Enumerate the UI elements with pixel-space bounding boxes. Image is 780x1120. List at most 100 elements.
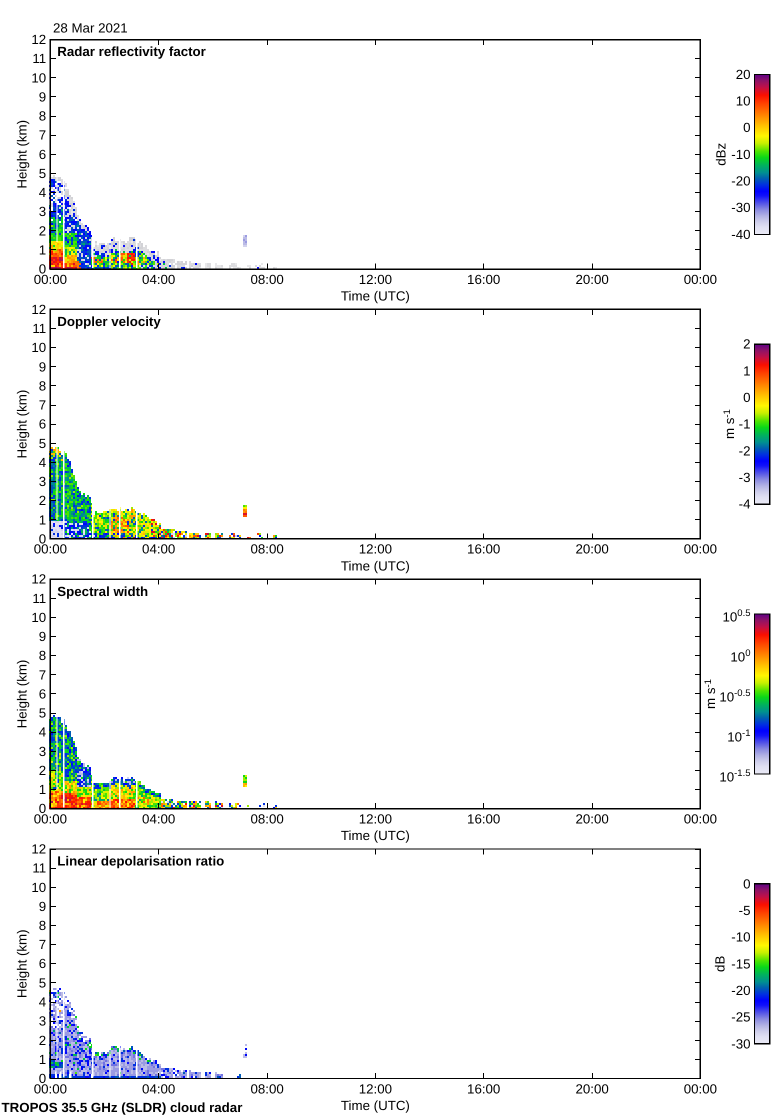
svg-text:1: 1	[39, 512, 46, 527]
svg-text:16:00: 16:00	[467, 812, 500, 827]
svg-text:20:00: 20:00	[575, 1081, 608, 1096]
svg-text:Height (km): Height (km)	[15, 120, 30, 189]
svg-text:9: 9	[39, 899, 46, 914]
svg-text:11: 11	[32, 591, 46, 606]
svg-text:Height (km): Height (km)	[15, 929, 30, 998]
svg-text:Height (km): Height (km)	[15, 390, 30, 459]
svg-text:4: 4	[39, 455, 46, 470]
svg-text:11: 11	[32, 861, 46, 876]
svg-text:-40: -40	[731, 227, 750, 242]
svg-text:28 Mar 2021: 28 Mar 2021	[53, 21, 128, 36]
svg-text:7: 7	[39, 667, 46, 682]
svg-text:7: 7	[39, 398, 46, 413]
svg-text:-15: -15	[731, 956, 750, 971]
svg-text:-20: -20	[731, 983, 750, 998]
svg-text:0: 0	[39, 801, 46, 816]
svg-text:2: 2	[39, 493, 46, 508]
svg-text:8: 8	[39, 378, 46, 393]
svg-text:16:00: 16:00	[467, 1081, 500, 1096]
svg-text:08:00: 08:00	[250, 272, 283, 287]
svg-text:dB: dB	[713, 956, 728, 972]
svg-text:10: 10	[31, 340, 46, 355]
svg-text:08:00: 08:00	[250, 1081, 283, 1096]
svg-text:04:00: 04:00	[142, 812, 175, 827]
svg-text:00:00: 00:00	[34, 812, 67, 827]
svg-text:08:00: 08:00	[250, 542, 283, 557]
svg-text:-10: -10	[731, 930, 750, 945]
svg-text:-4: -4	[739, 497, 751, 512]
svg-text:12:00: 12:00	[359, 1081, 392, 1096]
svg-text:6: 6	[39, 687, 46, 702]
svg-text:2: 2	[743, 337, 750, 352]
svg-text:16:00: 16:00	[467, 272, 500, 287]
svg-text:-3: -3	[739, 470, 751, 485]
svg-text:00:00: 00:00	[684, 542, 717, 557]
svg-text:-25: -25	[731, 1010, 750, 1025]
svg-text:Spectral width: Spectral width	[57, 584, 148, 599]
svg-text:11: 11	[32, 321, 46, 336]
svg-text:12:00: 12:00	[359, 542, 392, 557]
svg-text:dBz: dBz	[713, 143, 728, 166]
svg-text:-30: -30	[731, 200, 750, 215]
svg-text:4: 4	[39, 995, 46, 1010]
svg-text:-5: -5	[739, 903, 751, 918]
svg-text:04:00: 04:00	[142, 272, 175, 287]
svg-text:9: 9	[39, 90, 46, 105]
svg-text:00:00: 00:00	[684, 272, 717, 287]
svg-text:1: 1	[39, 1052, 46, 1067]
svg-text:00:00: 00:00	[34, 1081, 67, 1096]
svg-text:00:00: 00:00	[684, 812, 717, 827]
svg-text:16:00: 16:00	[467, 542, 500, 557]
svg-text:Doppler velocity: Doppler velocity	[57, 314, 161, 329]
svg-text:4: 4	[39, 725, 46, 740]
svg-text:5: 5	[39, 436, 46, 451]
svg-text:0: 0	[39, 262, 46, 277]
svg-text:3: 3	[39, 1014, 46, 1029]
svg-text:9: 9	[39, 629, 46, 644]
svg-text:3: 3	[39, 204, 46, 219]
svg-text:-1: -1	[739, 417, 751, 432]
svg-text:5: 5	[39, 166, 46, 181]
svg-text:04:00: 04:00	[142, 542, 175, 557]
svg-text:TROPOS 35.5 GHz (SLDR) cloud r: TROPOS 35.5 GHz (SLDR) cloud radar	[2, 1100, 243, 1115]
svg-text:0: 0	[743, 876, 750, 891]
svg-text:5: 5	[39, 706, 46, 721]
svg-text:10: 10	[31, 70, 46, 85]
svg-text:20: 20	[736, 67, 751, 82]
svg-text:0: 0	[743, 120, 750, 135]
svg-text:04:00: 04:00	[142, 1081, 175, 1096]
svg-text:0: 0	[39, 1071, 46, 1086]
svg-text:20:00: 20:00	[575, 542, 608, 557]
svg-text:12:00: 12:00	[359, 272, 392, 287]
svg-text:08:00: 08:00	[250, 812, 283, 827]
svg-text:00:00: 00:00	[34, 272, 67, 287]
svg-text:12: 12	[31, 302, 46, 317]
svg-text:10: 10	[736, 94, 751, 109]
svg-text:Time (UTC): Time (UTC)	[341, 289, 410, 304]
svg-text:3: 3	[39, 474, 46, 489]
svg-text:00:00: 00:00	[34, 542, 67, 557]
svg-text:2: 2	[39, 223, 46, 238]
svg-text:5: 5	[39, 975, 46, 990]
svg-text:12: 12	[31, 572, 46, 587]
svg-text:-30: -30	[731, 1036, 750, 1051]
svg-text:Radar reflectivity factor: Radar reflectivity factor	[57, 44, 206, 59]
svg-text:Time (UTC): Time (UTC)	[341, 558, 410, 573]
svg-text:0: 0	[39, 531, 46, 546]
svg-text:10: 10	[31, 610, 46, 625]
svg-text:-10: -10	[731, 147, 750, 162]
svg-text:Time (UTC): Time (UTC)	[341, 828, 410, 843]
svg-text:Linear depolarisation ratio: Linear depolarisation ratio	[57, 854, 224, 869]
svg-text:0: 0	[743, 390, 750, 405]
svg-text:-20: -20	[731, 174, 750, 189]
svg-text:2: 2	[39, 763, 46, 778]
svg-text:7: 7	[39, 128, 46, 143]
svg-text:9: 9	[39, 359, 46, 374]
svg-text:00:00: 00:00	[684, 1081, 717, 1096]
svg-text:12:00: 12:00	[359, 812, 392, 827]
svg-text:-2: -2	[739, 443, 751, 458]
svg-text:1: 1	[39, 243, 46, 258]
svg-text:20:00: 20:00	[575, 812, 608, 827]
svg-text:12: 12	[31, 842, 46, 857]
svg-text:11: 11	[32, 51, 46, 66]
